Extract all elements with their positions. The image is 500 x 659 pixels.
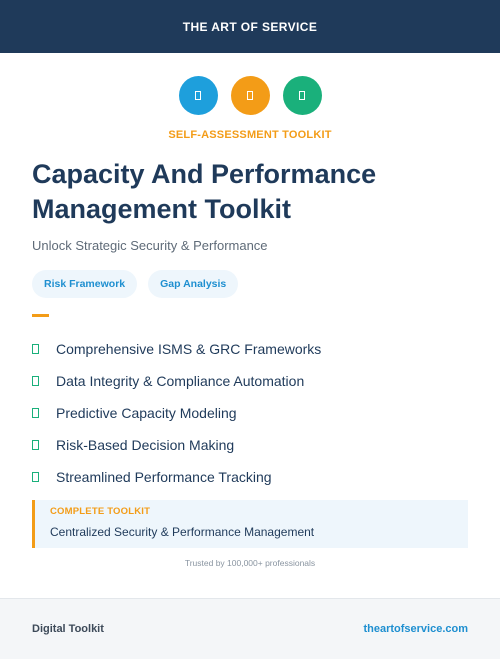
orange-circle-badge [230,76,270,115]
feature-text: Predictive Capacity Modeling [56,405,237,421]
feature-text: Streamlined Performance Tracking [56,469,272,485]
feature-item: Predictive Capacity Modeling [32,397,321,429]
subtitle: Unlock Strategic Security & Performance [32,238,268,253]
header-icon-row [0,76,500,115]
check-glyph-icon [32,440,39,450]
feature-text: Risk-Based Decision Making [56,437,235,453]
accent-divider [32,314,49,317]
tag-risk-framework: Risk Framework [32,270,138,298]
check-glyph-icon [32,408,39,418]
trusted-note: Trusted by 100,000+ professionals [184,558,316,568]
feature-text: Comprehensive ISMS & GRC Frameworks [56,341,322,357]
footer: Digital Toolkit theartofservice.com [0,598,500,659]
placeholder-glyph-icon [247,91,253,100]
placeholder-glyph-icon [195,91,201,100]
check-glyph-icon [32,376,39,386]
footer-label: Digital Toolkit [32,623,104,635]
feature-text: Data Integrity & Compliance Automation [56,373,305,389]
feature-item: Streamlined Performance Tracking [32,461,321,493]
feature-item: Comprehensive ISMS & GRC Frameworks [32,333,321,365]
check-glyph-icon [32,472,39,482]
tag-list: Risk Framework Gap Analysis [32,270,239,298]
top-banner: THE ART OF SERVICE [0,0,500,53]
eyebrow-label: SELF-ASSESSMENT TOOLKIT [168,129,332,141]
placeholder-glyph-icon [299,91,305,100]
feature-list: Comprehensive ISMS & GRC Frameworks Data… [32,333,321,493]
page-title: Capacity And Performance Management Tool… [32,159,377,224]
green-circle-badge [282,76,322,115]
check-glyph-icon [32,344,39,354]
callout-text: Centralized Security & Performance Manag… [50,525,315,539]
website-link[interactable]: theartofservice.com [363,623,468,635]
feature-item: Risk-Based Decision Making [32,429,321,461]
brand-name: THE ART OF SERVICE [182,19,318,34]
complete-toolkit-callout: COMPLETE TOOLKIT Centralized Security & … [32,500,468,548]
blue-circle-badge [178,76,218,115]
feature-item: Data Integrity & Compliance Automation [32,365,321,397]
callout-label: COMPLETE TOOLKIT [50,506,151,517]
tag-gap-analysis: Gap Analysis [148,270,239,298]
